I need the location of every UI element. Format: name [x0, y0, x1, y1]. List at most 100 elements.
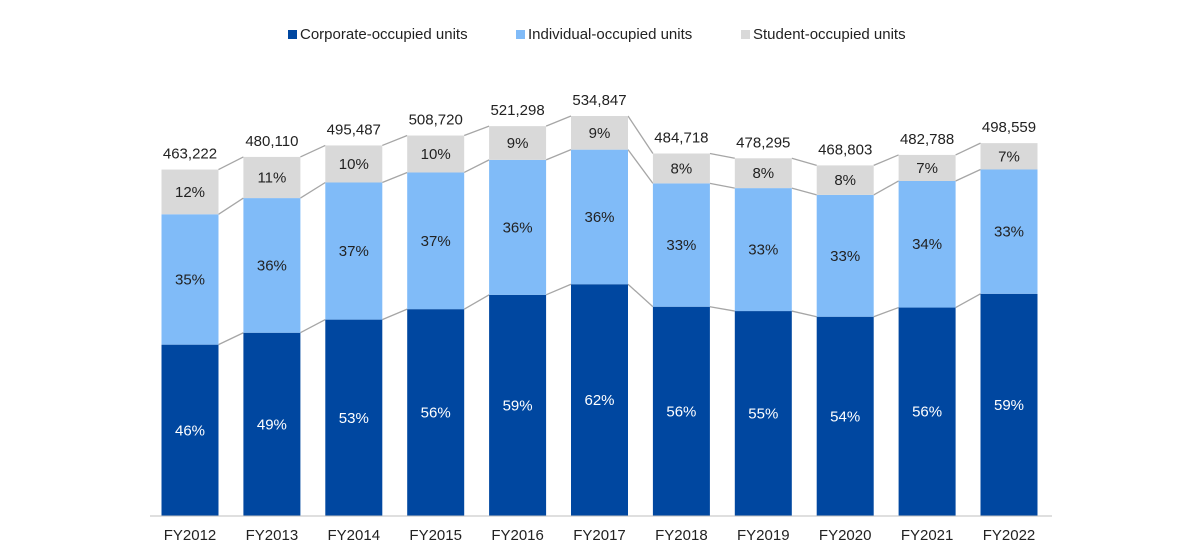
bar-segment	[816, 316, 874, 516]
bar-segment	[489, 126, 547, 160]
data-label: 35%	[175, 271, 205, 288]
x-tick-label: FY2014	[328, 527, 381, 544]
data-label: 59%	[994, 397, 1024, 414]
total-label: 498,559	[982, 119, 1036, 136]
connector	[382, 308, 408, 321]
x-tick-label: FY2017	[573, 527, 626, 544]
connector	[545, 115, 572, 127]
connector	[791, 187, 817, 196]
data-label: 55%	[748, 406, 778, 423]
legend-label: Individual-occupied units	[528, 26, 692, 43]
total-label: 508,720	[409, 112, 463, 129]
bar-segment	[571, 149, 628, 285]
data-label: 56%	[421, 405, 451, 422]
legend-label: Corporate-occupied units	[300, 26, 468, 43]
bar-segment	[407, 309, 465, 516]
data-label: 36%	[257, 257, 287, 274]
legend-swatch	[288, 30, 297, 39]
bar-segment	[489, 159, 547, 295]
bar-segment	[898, 154, 956, 181]
connector	[709, 182, 735, 189]
data-label: 33%	[994, 224, 1024, 241]
bar-segment	[816, 194, 874, 317]
legend-swatch	[741, 30, 750, 39]
connector	[382, 171, 408, 184]
connector	[218, 197, 244, 215]
total-label: 478,295	[736, 134, 790, 151]
data-label: 11%	[257, 169, 286, 186]
connector	[627, 149, 654, 184]
connector	[873, 154, 899, 166]
bar-segment	[325, 182, 383, 320]
x-tick-label: FY2013	[246, 527, 299, 544]
bar-segment	[652, 153, 710, 184]
connector	[300, 181, 326, 199]
bar-segment	[652, 306, 710, 516]
bar-segment	[980, 293, 1038, 516]
connector	[627, 115, 654, 154]
connector	[463, 294, 490, 310]
connector	[709, 306, 735, 312]
bar-segment	[407, 135, 465, 173]
bar-segment	[243, 332, 301, 516]
connector	[873, 180, 899, 196]
bar-segment	[325, 319, 383, 516]
x-tick-label: FY2015	[409, 527, 462, 544]
data-label: 7%	[916, 160, 938, 177]
connector	[300, 319, 326, 334]
data-label: 59%	[503, 397, 533, 414]
data-label: 8%	[834, 172, 856, 189]
legend-label: Student-occupied units	[753, 26, 906, 43]
connector	[791, 157, 817, 167]
data-label: 9%	[589, 125, 611, 142]
data-label: 37%	[339, 243, 369, 260]
bar-segment	[734, 311, 792, 516]
data-label: 36%	[584, 209, 614, 226]
bar-segment	[980, 143, 1038, 170]
bar-segment	[161, 214, 219, 345]
bar-segment	[980, 169, 1038, 294]
data-label: 7%	[998, 148, 1020, 165]
x-tick-label: FY2018	[655, 527, 708, 544]
x-tick-label: FY2019	[737, 527, 790, 544]
data-label: 33%	[830, 248, 860, 265]
total-label: 484,718	[654, 129, 708, 146]
data-label: 12%	[175, 184, 205, 201]
connector	[627, 283, 654, 308]
bar-segment	[571, 284, 628, 516]
data-label: 46%	[175, 422, 205, 439]
bar-segment	[407, 172, 465, 310]
data-label: 8%	[671, 160, 693, 177]
connector	[382, 134, 408, 147]
x-tick-label: FY2021	[901, 527, 954, 544]
total-label: 534,847	[572, 92, 626, 109]
x-tick-label: FY2022	[983, 527, 1036, 544]
bar-segment	[243, 198, 301, 333]
data-label: 54%	[830, 408, 860, 425]
total-label: 468,803	[818, 141, 872, 158]
data-label: 10%	[421, 146, 451, 163]
bar-segment	[325, 145, 383, 183]
total-label: 463,222	[163, 146, 217, 163]
bar-segment	[734, 188, 792, 312]
data-label: 34%	[912, 236, 942, 253]
x-tick-label: FY2012	[164, 527, 217, 544]
legend-swatch	[516, 30, 525, 39]
data-label: 49%	[257, 416, 287, 433]
connector	[955, 168, 981, 182]
bar-segment	[161, 344, 219, 516]
bar-segment	[571, 116, 628, 150]
connector	[463, 159, 490, 174]
data-label: 9%	[507, 135, 529, 152]
connector	[545, 283, 572, 296]
bar-segment	[652, 183, 710, 307]
total-label: 521,298	[490, 102, 544, 119]
bar-segment	[898, 180, 956, 308]
connector	[955, 293, 981, 309]
x-tick-label: FY2016	[491, 527, 544, 544]
bar-segment	[243, 156, 301, 199]
connector	[709, 152, 735, 159]
connector	[955, 142, 981, 156]
total-label: 495,487	[327, 121, 381, 138]
